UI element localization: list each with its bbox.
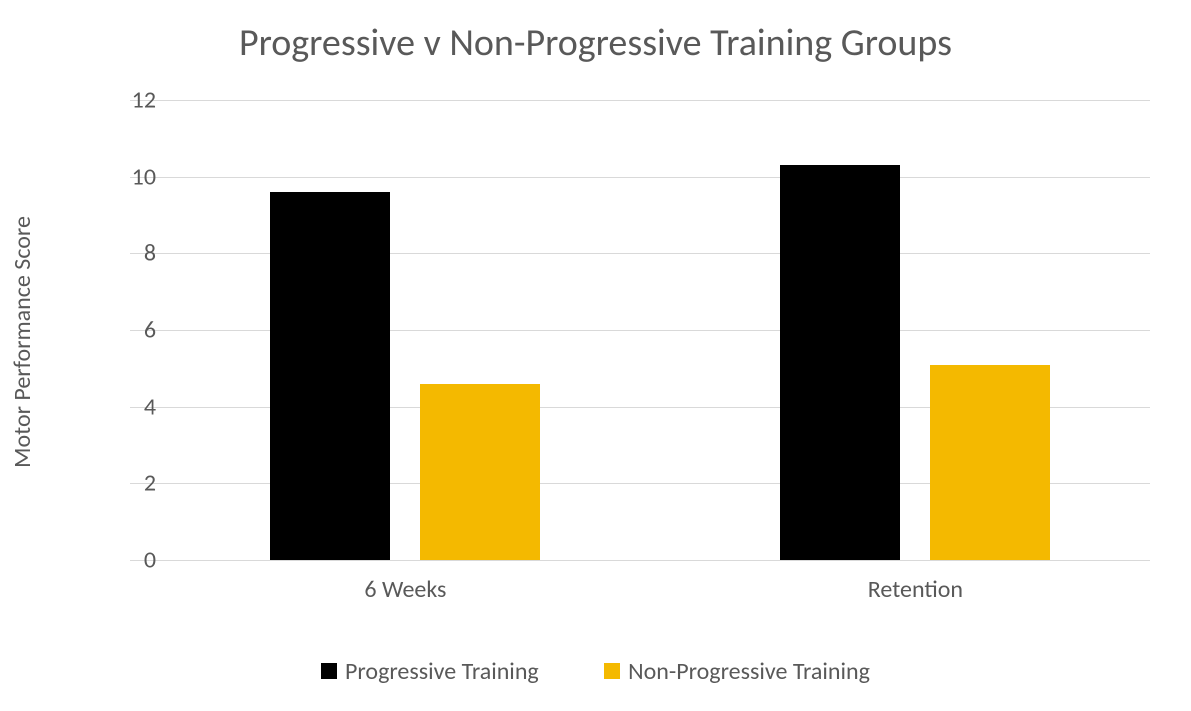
bar-nonprogressive-retention: [930, 365, 1050, 561]
legend-label: Non-Progressive Training: [628, 657, 870, 686]
gridline: [130, 560, 1150, 561]
y-tick-label: 4: [96, 392, 156, 421]
bar-nonprogressive-6weeks: [420, 384, 540, 560]
gridline: [130, 177, 1150, 178]
gridline: [130, 100, 1150, 101]
y-tick-label: 12: [96, 86, 156, 115]
x-tick-label: 6 Weeks: [364, 575, 446, 604]
y-tick-label: 0: [96, 546, 156, 575]
y-tick-label: 8: [96, 239, 156, 268]
chart-container: Progressive v Non-Progressive Training G…: [0, 0, 1191, 711]
y-tick-label: 6: [96, 316, 156, 345]
plot-area: [130, 100, 1150, 560]
y-tick-label: 2: [96, 469, 156, 498]
y-tick-label: 10: [96, 162, 156, 191]
chart-title: Progressive v Non-Progressive Training G…: [0, 20, 1191, 66]
legend-swatch-icon: [604, 663, 620, 679]
legend-item-progressive: Progressive Training: [321, 657, 539, 686]
bar-progressive-retention: [780, 165, 900, 560]
legend: Progressive Training Non-Progressive Tra…: [0, 657, 1191, 687]
legend-swatch-icon: [321, 663, 337, 679]
bar-progressive-6weeks: [270, 192, 390, 560]
legend-label: Progressive Training: [345, 657, 539, 686]
x-tick-label: Retention: [868, 575, 963, 604]
legend-item-nonprogressive: Non-Progressive Training: [604, 657, 870, 686]
y-axis-label: Motor Performance Score: [8, 216, 37, 468]
